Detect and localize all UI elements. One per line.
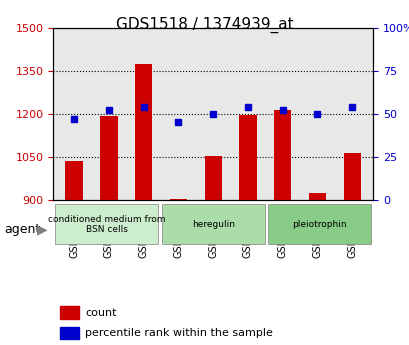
Bar: [65, 161, 83, 200]
Bar: [135, 63, 152, 200]
FancyBboxPatch shape: [161, 204, 264, 244]
Bar: [169, 199, 187, 200]
Text: percentile rank within the sample: percentile rank within the sample: [85, 328, 272, 338]
Text: conditioned medium from
BSN cells: conditioned medium from BSN cells: [48, 215, 165, 234]
Bar: [204, 156, 221, 200]
Bar: [273, 109, 291, 200]
Bar: [343, 152, 360, 200]
Text: heregulin: heregulin: [191, 220, 234, 229]
FancyBboxPatch shape: [267, 204, 371, 244]
Bar: [60, 306, 79, 319]
Text: GDS1518 / 1374939_at: GDS1518 / 1374939_at: [116, 17, 293, 33]
Text: ▶: ▶: [37, 223, 47, 236]
Text: agent: agent: [4, 223, 40, 236]
Text: count: count: [85, 308, 117, 317]
Bar: [100, 116, 117, 200]
Bar: [308, 193, 326, 200]
Bar: [239, 115, 256, 200]
FancyBboxPatch shape: [55, 204, 158, 244]
Bar: [60, 327, 79, 339]
Text: pleiotrophin: pleiotrophin: [292, 220, 346, 229]
